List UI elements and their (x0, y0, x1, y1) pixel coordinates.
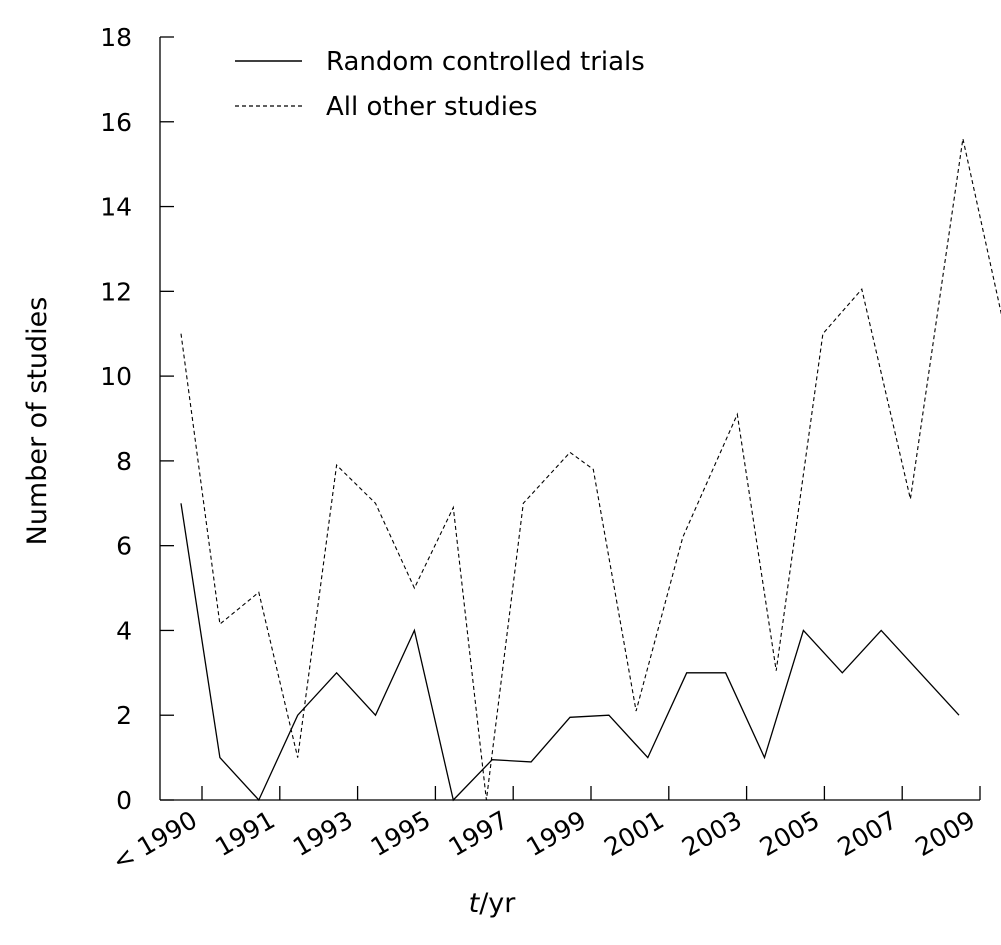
x-axis-title-italic: t (469, 888, 481, 919)
y-tick-label: 18 (100, 23, 132, 52)
y-tick-label: 16 (100, 108, 132, 137)
y-tick-label: 2 (116, 701, 132, 730)
x-tick-label: 2001 (599, 805, 669, 862)
x-tick-label: 2007 (833, 805, 903, 862)
y-tick-label: 8 (116, 447, 132, 476)
series-line-random-controlled-trials (180, 503, 960, 802)
y-tick-label: 6 (116, 532, 132, 561)
x-tick-label: 1991 (210, 805, 280, 862)
series-line-all-other-studies (180, 138, 1001, 801)
series-layer (180, 138, 1001, 802)
y-axis-title: Number of studies (22, 297, 53, 546)
x-tick-label: 1993 (288, 805, 358, 862)
x-tick-label: 2009 (910, 805, 980, 862)
x-tick-label: 1997 (444, 805, 514, 862)
y-tick-label: 10 (100, 362, 132, 391)
y-tick-label: 0 (116, 786, 132, 815)
y-tick-label: 14 (100, 193, 132, 222)
x-axis-title: t/yr (469, 888, 517, 919)
x-tick-label: < 1990 (107, 805, 202, 876)
y-tick-label: 4 (116, 616, 132, 645)
x-tick-label: 1995 (366, 805, 436, 862)
x-axis-title-unit: /yr (479, 888, 516, 919)
x-tick-label: 2003 (677, 805, 747, 862)
legend-label-random-controlled-trials: Random controlled trials (326, 47, 645, 77)
y-axis: 0 2 4 6 8 10 12 14 16 18 (100, 23, 174, 815)
legend: Random controlled trials All other studi… (235, 47, 645, 122)
x-tick-label: 1999 (521, 805, 591, 862)
x-axis: < 1990 1991 1993 1995 1997 1999 2001 2003 2005 20… (107, 786, 981, 876)
y-tick-label: 12 (100, 277, 132, 306)
x-tick-label: 2005 (755, 805, 825, 862)
legend-label-all-other-studies: All other studies (326, 92, 538, 122)
